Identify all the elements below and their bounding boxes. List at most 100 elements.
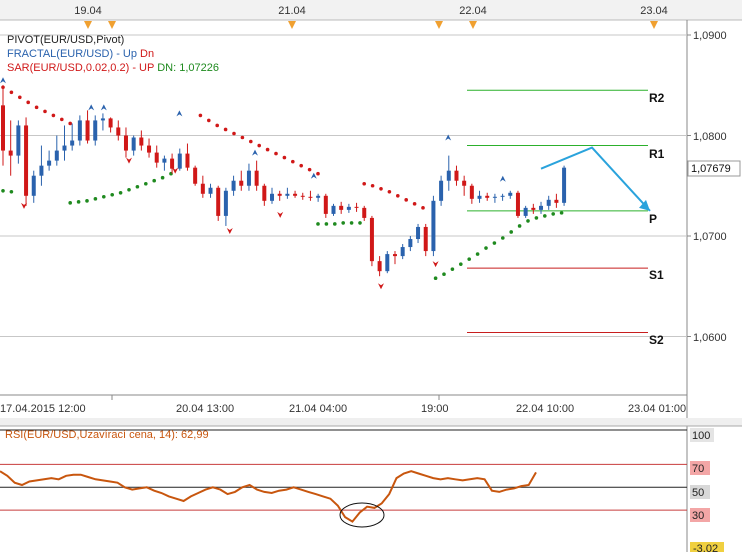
sar-dot-dn [215,123,219,128]
candle-body [385,254,390,272]
candle [85,110,90,144]
rsi-line [0,470,537,523]
candle [554,193,559,208]
candle [439,175,444,206]
sar-dot-dn [26,100,31,105]
pivot-levels [467,89,648,333]
candle-body [162,158,167,163]
sar-dot-dn [274,151,278,156]
candle-body [562,167,567,203]
candle-body [500,195,505,197]
candle-body [477,195,482,199]
candle [116,120,121,141]
candle-body [485,195,490,198]
sar-dots [1,85,564,281]
sar-dot-up [333,222,337,226]
sar-dot-up [450,267,455,271]
sar-dot-up [160,175,165,180]
candle [515,190,520,218]
sar-dot-up [559,211,564,215]
sar-dot-dn [240,135,245,140]
legend-sar-dn-value: 1,07226 [179,62,219,74]
x-axis-label: 19:00 [421,403,449,415]
candle [354,202,359,212]
panel-separator [0,418,742,426]
legend-fractal-up: Up [123,48,137,60]
date-marker-icon [108,21,116,29]
candle-body [400,247,405,257]
candle [492,193,497,203]
candle-body [416,226,421,240]
price-tick-label: 1,0900 [693,30,727,42]
candle [47,150,52,171]
candle [469,183,474,204]
candle-body [377,261,382,272]
candle [62,125,67,161]
candle [369,215,374,267]
candle-body [285,193,290,196]
fractal-up-icon [445,134,452,141]
sar-dot-up [501,236,505,240]
candle [485,192,490,201]
legend-sar-dn-label: DN: [157,62,176,74]
projection-line [540,146,651,212]
sar-dot-dn [291,159,295,164]
x-axis-label: 17.04.2015 12:00 [0,403,86,415]
candle-body [208,187,213,194]
legend-sar-up: UP [139,62,154,74]
candle [477,190,482,203]
candle [77,115,82,146]
sar-dot-dn [387,189,392,194]
candle [546,195,551,210]
candle-body [177,153,182,169]
fractal-up-icon [100,104,107,111]
sar-dot-up [102,195,106,199]
sar-dot-up [152,178,156,183]
x-axis-label: 23.04 01:00 [628,403,686,415]
fractal-down-icon [126,157,132,164]
sar-dot-up [534,216,539,220]
candle-body [462,180,467,186]
sar-dot-up [467,257,472,261]
candle-body [392,254,397,257]
date-strip [0,0,742,20]
sar-dot-dn [379,186,383,191]
candle [208,183,213,198]
fractal-up-icon [252,149,258,156]
sar-dot-dn [223,127,228,132]
sar-dot-dn [9,90,14,95]
rsi-tick-label: 100 [692,430,710,442]
candle-body [354,206,359,208]
candle-body [139,137,144,146]
candle [293,190,298,198]
candle-body [423,226,428,252]
candlestick-series [1,85,567,277]
candle-body [1,105,5,151]
rsi-tick-label: 30 [692,510,704,522]
sar-dot-up [442,272,446,276]
sar-dot-dn [207,118,211,123]
candle-body [93,120,98,141]
fractal-up-icon [176,110,183,117]
candle [185,143,190,171]
sar-dot-dn [299,163,304,168]
candle [539,201,544,214]
candle [346,203,351,213]
indicator-legend: PIVOT(EUR/USD,Pivot) FRACTAL(EUR/USD) - … [7,34,219,74]
sar-dot-up [324,222,329,226]
candle [139,130,144,151]
candle [54,135,59,166]
top-date-label: 19.04 [74,5,102,17]
candle-body [308,196,313,198]
sar-dot-up [110,192,114,197]
fractal-down-icon [378,283,384,290]
candle-body [193,167,198,184]
price-grid [0,34,691,337]
sar-dot-up [76,200,81,204]
candle [39,145,44,186]
candle-body [39,165,44,176]
sar-dot-up [127,187,131,192]
candle [431,195,436,257]
candle-body [100,118,105,121]
